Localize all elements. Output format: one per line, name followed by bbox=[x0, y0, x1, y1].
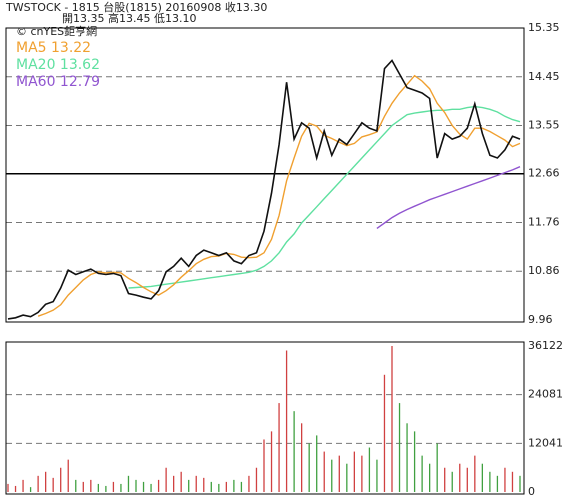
y-tick-label: 14.45 bbox=[528, 70, 560, 83]
legend-entry: MA60 12.79 bbox=[16, 74, 100, 90]
price-frame bbox=[5, 27, 525, 323]
y-tick-label: 15.35 bbox=[528, 21, 560, 34]
source: © cnYES鉅亨網 bbox=[16, 24, 97, 38]
y-tick-label: 13.55 bbox=[528, 119, 560, 132]
price-line bbox=[376, 166, 521, 229]
y-tick-label: 11.76 bbox=[528, 215, 560, 228]
y-tick-label: 12.66 bbox=[528, 167, 560, 180]
y-tick-label: 9.96 bbox=[528, 313, 553, 326]
y-tick-label: 36122 bbox=[528, 339, 563, 352]
y-tick-label: 24081 bbox=[528, 388, 563, 401]
y-tick-label: 0 bbox=[528, 485, 535, 498]
header-line2: 開13.35 高13.45 低13.10 bbox=[62, 11, 196, 25]
volume-frame bbox=[5, 341, 525, 495]
legend-entry: MA5 13.22 bbox=[16, 40, 91, 56]
price-line bbox=[37, 74, 521, 317]
header-line1: TWSTOCK - 1815 台股(1815) 20160908 收13.30 bbox=[5, 0, 267, 14]
price-line bbox=[128, 105, 521, 289]
price-line bbox=[7, 59, 521, 320]
legend-entry: MA20 13.62 bbox=[16, 57, 100, 73]
y-tick-label: 12041 bbox=[528, 436, 563, 449]
y-tick-label: 10.86 bbox=[528, 264, 560, 277]
